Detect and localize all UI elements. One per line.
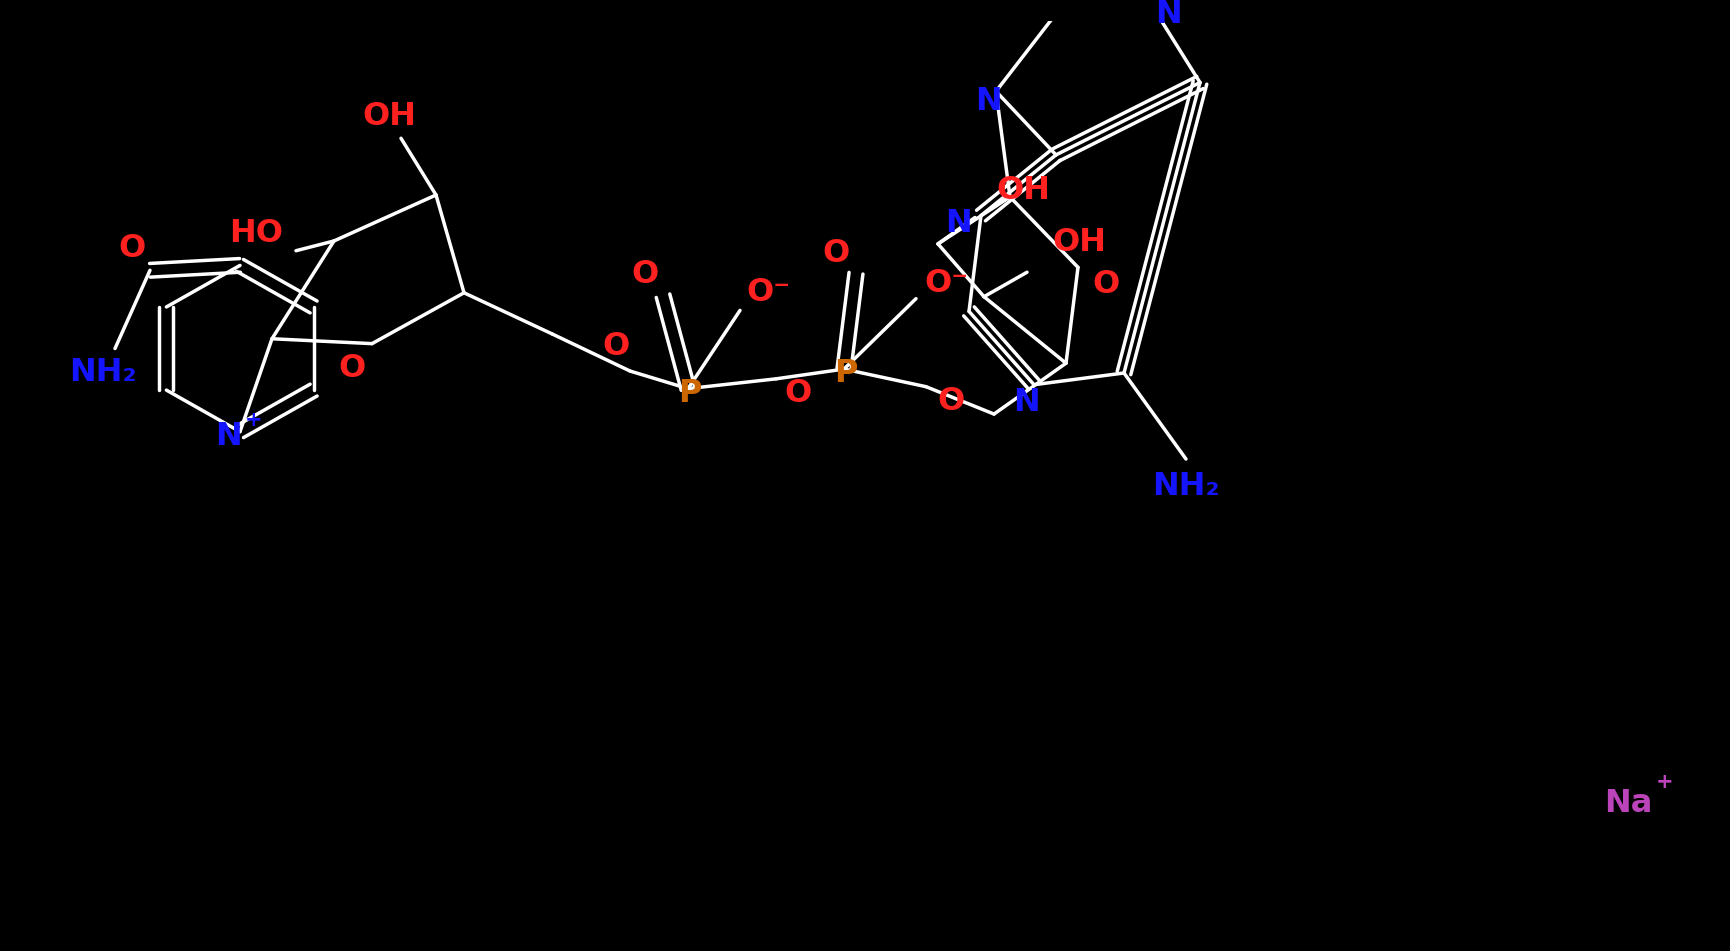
Text: NH₂: NH₂ xyxy=(69,358,137,388)
Text: P: P xyxy=(678,378,702,409)
Text: OH: OH xyxy=(1052,227,1105,259)
Text: NH₂: NH₂ xyxy=(1152,471,1220,502)
Text: +: + xyxy=(1656,772,1675,792)
Text: N: N xyxy=(1154,0,1182,29)
Text: N: N xyxy=(1012,387,1040,417)
Text: O: O xyxy=(822,238,849,269)
Text: O: O xyxy=(784,378,811,409)
Text: HO: HO xyxy=(228,218,284,248)
Text: O: O xyxy=(938,386,965,417)
Text: O: O xyxy=(118,233,145,264)
Text: OH: OH xyxy=(996,175,1050,205)
Text: P: P xyxy=(834,359,858,390)
Text: N: N xyxy=(974,86,1002,117)
Text: +: + xyxy=(246,410,263,430)
Text: O: O xyxy=(1092,269,1119,301)
Text: O⁻: O⁻ xyxy=(924,268,969,300)
Text: Na: Na xyxy=(1604,787,1652,819)
Text: OH: OH xyxy=(362,101,415,132)
Text: O⁻: O⁻ xyxy=(746,278,791,308)
Text: N: N xyxy=(946,208,972,239)
Text: O: O xyxy=(602,331,630,362)
Text: N: N xyxy=(215,421,242,452)
Text: O: O xyxy=(631,259,659,290)
Text: O: O xyxy=(339,353,365,383)
